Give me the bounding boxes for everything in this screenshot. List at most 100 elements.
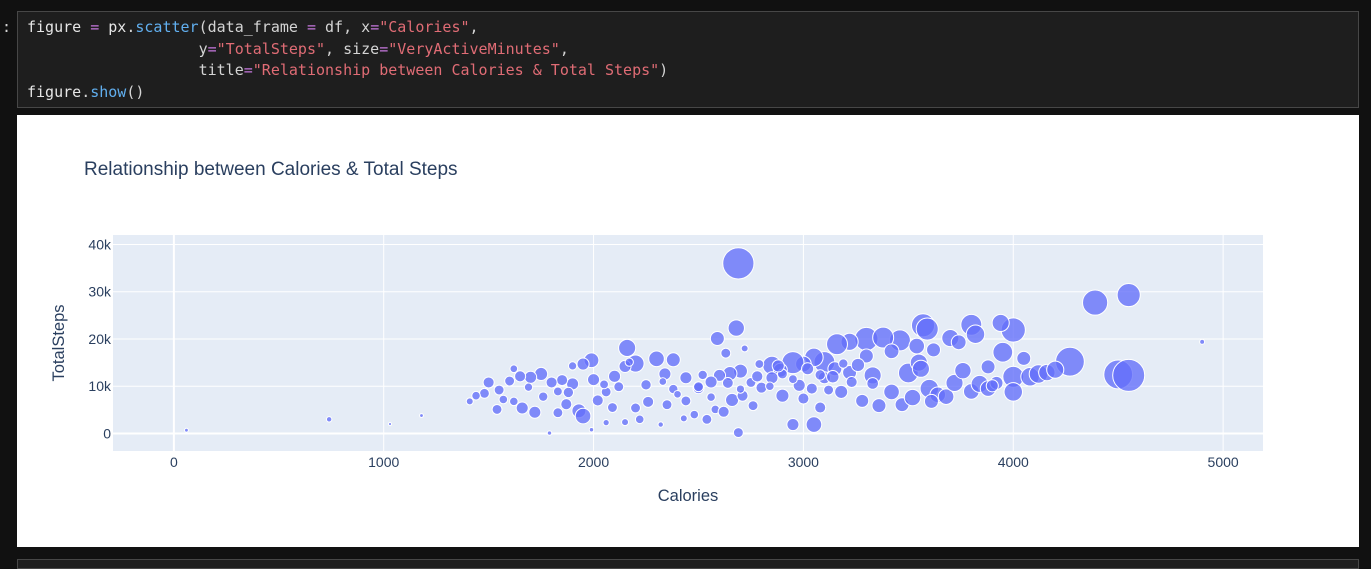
code-token: "TotalSteps" xyxy=(216,39,326,58)
code-token: = xyxy=(90,18,100,36)
data-point xyxy=(184,427,189,433)
x-tick-label: 3000 xyxy=(788,454,819,470)
data-point xyxy=(618,338,637,358)
x-axis-label: Calories xyxy=(658,487,719,505)
data-point xyxy=(775,388,790,403)
data-point xyxy=(498,394,509,405)
data-point xyxy=(747,400,759,412)
data-point xyxy=(562,386,575,399)
code-token: , size xyxy=(325,39,380,58)
data-point xyxy=(465,397,474,406)
plot-output: Relationship between Calories & Total St… xyxy=(17,115,1359,547)
data-point xyxy=(591,394,604,407)
code-token: (data_frame xyxy=(198,18,307,36)
data-point xyxy=(1199,338,1206,345)
data-point xyxy=(523,382,534,392)
data-point xyxy=(754,359,765,369)
data-point xyxy=(814,401,827,414)
data-point xyxy=(965,324,986,344)
data-point xyxy=(926,342,942,358)
code-token: "Calories" xyxy=(379,18,470,36)
data-point xyxy=(509,364,519,374)
y-tick-label: 10k xyxy=(88,378,112,394)
code-token: df, x xyxy=(316,18,371,36)
data-point xyxy=(576,357,590,371)
data-point xyxy=(560,398,573,411)
next-code-cell[interactable] xyxy=(17,559,1359,569)
data-point xyxy=(721,377,734,389)
data-point xyxy=(552,386,563,397)
data-point xyxy=(701,413,713,425)
data-point xyxy=(546,430,553,436)
data-point xyxy=(751,370,764,383)
code-token: , xyxy=(559,39,569,58)
data-point xyxy=(805,416,823,433)
data-point xyxy=(545,376,558,389)
data-point xyxy=(630,402,641,414)
data-point xyxy=(588,427,595,433)
data-point xyxy=(673,389,682,399)
data-point xyxy=(801,362,815,376)
data-point xyxy=(1046,360,1065,379)
data-point xyxy=(661,399,673,411)
data-point xyxy=(1112,358,1146,392)
data-point xyxy=(640,379,652,391)
chart-title: Relationship between Calories & Total St… xyxy=(84,159,458,180)
data-point xyxy=(515,401,529,415)
code-editor[interactable]: figure = px.scatter(data_frame = df, x="… xyxy=(27,17,668,104)
code-token: = xyxy=(370,18,380,36)
data-point xyxy=(679,414,688,423)
data-point xyxy=(765,381,775,392)
data-point xyxy=(834,384,849,399)
data-point xyxy=(727,319,745,337)
y-tick-label: 30k xyxy=(88,284,112,300)
data-point xyxy=(732,427,744,439)
data-point xyxy=(980,359,996,375)
code-token: "Relationship between Calories & Total S… xyxy=(252,61,660,80)
data-point xyxy=(866,377,880,390)
data-point xyxy=(524,370,538,384)
data-point xyxy=(479,387,490,399)
data-point xyxy=(717,405,730,418)
code-token: = xyxy=(243,61,253,80)
data-point xyxy=(850,357,866,373)
plot-area xyxy=(113,235,1263,451)
scatter-chart: Relationship between Calories & Total St… xyxy=(50,159,1263,505)
data-point xyxy=(823,384,835,396)
data-point xyxy=(720,347,732,359)
data-point xyxy=(648,350,665,368)
cell-prompt: : xyxy=(2,18,12,36)
code-cell[interactable]: figure = px.scatter(data_frame = df, x="… xyxy=(17,11,1359,108)
data-point xyxy=(814,369,826,381)
data-point xyxy=(1003,382,1024,402)
data-point xyxy=(845,375,858,389)
code-token: () xyxy=(126,83,145,102)
data-point xyxy=(621,418,630,427)
data-point xyxy=(679,371,693,385)
data-point xyxy=(552,407,564,419)
data-point xyxy=(908,337,926,355)
data-point xyxy=(1016,350,1032,366)
code-token: = xyxy=(379,39,389,58)
data-point xyxy=(992,341,1014,363)
data-point xyxy=(680,395,692,407)
data-point xyxy=(567,361,578,371)
data-point xyxy=(991,313,1010,332)
data-point xyxy=(471,390,481,401)
data-point xyxy=(1082,289,1109,316)
tick-labels: 0 1000 2000 3000 4000 5000 0 10k 20k 30k 40k xyxy=(88,236,1238,470)
code-token: , xyxy=(469,18,479,36)
data-point xyxy=(482,376,495,389)
data-point xyxy=(697,369,708,381)
code-token: ) xyxy=(659,61,669,80)
data-point xyxy=(788,374,798,385)
data-point xyxy=(937,388,955,405)
data-point xyxy=(872,326,895,349)
data-point xyxy=(954,361,972,380)
x-tick-label: 2000 xyxy=(578,454,609,470)
code-token: title xyxy=(27,61,244,80)
code-token: px xyxy=(99,18,127,36)
data-point xyxy=(491,403,503,415)
data-point xyxy=(704,375,718,389)
data-point xyxy=(786,417,800,432)
